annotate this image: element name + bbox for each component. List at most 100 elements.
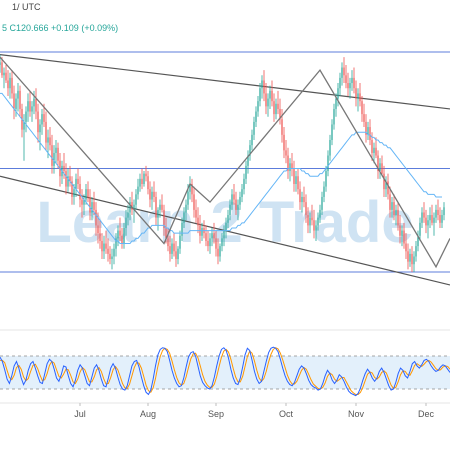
candle-body (119, 230, 121, 236)
candle-body (123, 228, 125, 244)
candle-body (1, 62, 3, 76)
candle-body (395, 209, 397, 216)
candle-body (15, 98, 17, 109)
candle-body (317, 217, 319, 226)
candle-body (39, 124, 41, 133)
candle-body (407, 251, 409, 262)
candle-body (355, 88, 357, 99)
candle-body (117, 230, 119, 239)
candle-body (155, 196, 157, 218)
candle-body (233, 194, 235, 200)
candle-body (65, 171, 67, 187)
candle-body (91, 202, 93, 213)
candle-body (255, 111, 257, 122)
candle-body (159, 204, 161, 210)
candle-body (413, 256, 415, 265)
candle-body (7, 80, 9, 89)
candle-body (383, 173, 385, 190)
candle-body (305, 202, 307, 216)
candle-body (327, 155, 329, 172)
candle-body (99, 233, 101, 241)
candle-body (271, 90, 273, 102)
candle-body (441, 215, 443, 223)
candle-body (135, 194, 137, 205)
stochastic-k-line (0, 346, 450, 397)
candle-body (47, 137, 49, 143)
candle-body (367, 127, 369, 135)
candle-body (231, 194, 233, 205)
candle-body (303, 196, 305, 203)
candle-body (169, 246, 171, 254)
zigzag-line (0, 56, 450, 269)
candle-body (209, 238, 211, 247)
candle-body (397, 209, 399, 226)
candle-body (409, 253, 411, 262)
candle-body (329, 140, 331, 156)
candle-body (423, 212, 425, 218)
candle-body (293, 168, 295, 184)
candle-body (223, 230, 225, 239)
candle-body (43, 114, 45, 122)
candle-body (55, 147, 57, 153)
candle-body (201, 228, 203, 236)
candle-body (253, 121, 255, 135)
candle-body (103, 243, 105, 252)
candle-body (17, 90, 19, 99)
candle-body (285, 150, 287, 156)
candle-body (77, 178, 79, 184)
candle-body (267, 98, 269, 107)
candle-body (221, 238, 223, 247)
candle-body (341, 67, 343, 78)
candle-body (287, 155, 289, 172)
candle-body (225, 222, 227, 231)
candle-body (369, 127, 371, 140)
candle-body (379, 163, 381, 172)
candle-body (273, 101, 275, 115)
candle-body (5, 72, 7, 81)
time-tick-label-jul: Jul (74, 409, 86, 419)
candle-body (417, 235, 419, 247)
candle-body (0, 62, 1, 65)
candle-body (429, 215, 431, 221)
candle-body (443, 207, 445, 216)
candle-body (183, 212, 185, 223)
candle-body (299, 189, 301, 203)
watermark-logo: Learn 2 Trade (36, 190, 413, 255)
candle-body (377, 155, 379, 172)
candle-body (401, 230, 403, 236)
candle-body (385, 181, 387, 190)
candle-body (101, 240, 103, 252)
candle-body (167, 238, 169, 247)
candle-body (251, 134, 253, 146)
candle-body (277, 103, 279, 109)
candle-body (23, 121, 25, 130)
candle-body (283, 134, 285, 151)
candle-body (399, 225, 401, 236)
candle-body (419, 222, 421, 236)
candle-body (9, 77, 11, 89)
candle-body (435, 209, 437, 218)
horizontal-levels (0, 51, 450, 273)
candle-body (235, 199, 237, 210)
candle-body (213, 233, 215, 239)
candle-body (311, 217, 313, 221)
candle-body (275, 103, 277, 115)
candle-body (145, 173, 147, 177)
candle-body (333, 108, 335, 125)
candle-body (79, 184, 81, 200)
candle-body (83, 199, 85, 205)
candle-body (313, 220, 315, 231)
candle-body (375, 147, 377, 156)
candle-body (215, 238, 217, 249)
candle-body (87, 189, 89, 197)
candle-body (249, 145, 251, 156)
candle-body (279, 108, 281, 120)
candle-body (49, 137, 51, 146)
stochastic-d-line (0, 347, 450, 395)
candle-body (75, 178, 77, 190)
candle-body (261, 80, 263, 89)
candle-body (297, 176, 299, 190)
candle-body (421, 212, 423, 223)
candle-body (53, 152, 55, 166)
